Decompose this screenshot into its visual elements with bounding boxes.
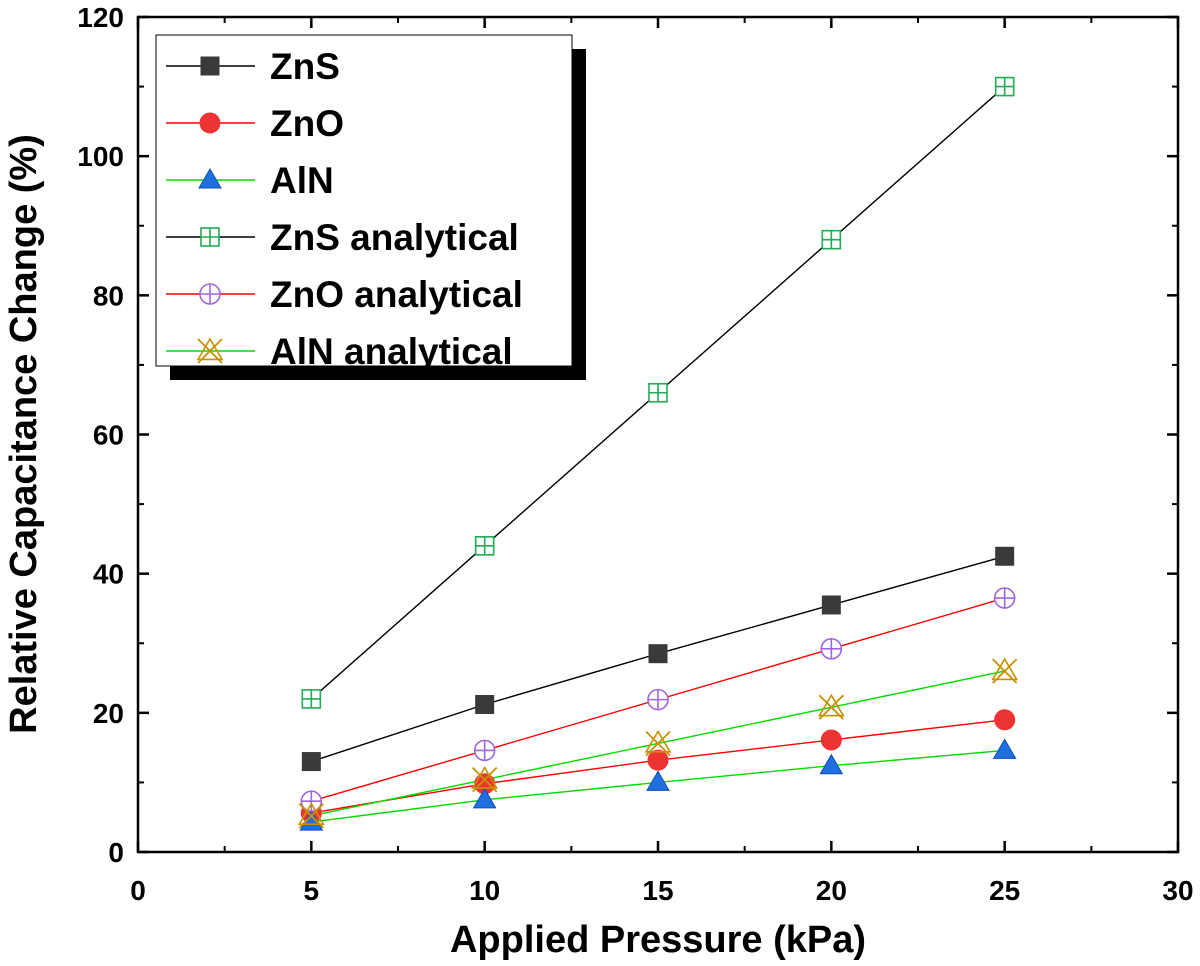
y-tick-label: 60 bbox=[93, 420, 124, 451]
data-point bbox=[648, 644, 668, 664]
legend: ZnS ZnO AlN ZnS analytical ZnO analytical AlN… bbox=[155, 34, 586, 380]
y-tick-label: 40 bbox=[93, 559, 124, 590]
data-point bbox=[301, 752, 321, 772]
legend-marker bbox=[199, 112, 221, 134]
data-point bbox=[820, 638, 843, 660]
data-point bbox=[297, 802, 325, 829]
y-axis-ticks: 0 20 40 60 80 100 120 bbox=[77, 2, 1178, 868]
data-point bbox=[991, 657, 1019, 684]
y-axis-label: Relative Capacitance Change (%) bbox=[3, 134, 45, 734]
data-point bbox=[992, 738, 1017, 759]
x-tick-label: 10 bbox=[469, 875, 500, 906]
legend-label: ZnO bbox=[270, 103, 344, 144]
data-point bbox=[647, 688, 669, 711]
data-point bbox=[821, 595, 841, 615]
data-point bbox=[471, 766, 499, 793]
data-point bbox=[475, 694, 495, 714]
data-point bbox=[646, 770, 670, 791]
data-point bbox=[301, 689, 322, 709]
data-point bbox=[819, 753, 844, 775]
data-point bbox=[647, 749, 669, 771]
series-layer bbox=[297, 76, 1019, 831]
legend-box bbox=[155, 34, 573, 367]
legend-marker bbox=[200, 56, 220, 76]
data-point bbox=[821, 229, 842, 250]
data-point bbox=[993, 587, 1016, 609]
data-point bbox=[994, 709, 1016, 731]
data-point bbox=[300, 790, 323, 813]
x-tick-label: 5 bbox=[304, 875, 320, 906]
legend-label: ZnS analytical bbox=[270, 217, 519, 258]
data-point bbox=[820, 729, 842, 751]
data-point bbox=[995, 546, 1015, 566]
x-tick-label: 25 bbox=[989, 875, 1020, 906]
x-tick-label: 0 bbox=[130, 875, 146, 906]
y-tick-label: 0 bbox=[108, 837, 124, 868]
y-tick-label: 120 bbox=[77, 2, 124, 33]
y-tick-label: 20 bbox=[93, 698, 124, 729]
x-tick-label: 20 bbox=[816, 875, 847, 906]
data-point bbox=[474, 536, 495, 556]
legend-label: ZnO analytical bbox=[270, 274, 523, 315]
y-tick-label: 80 bbox=[93, 280, 124, 311]
y-tick-label: 100 bbox=[77, 141, 124, 172]
data-point bbox=[472, 787, 497, 809]
legend-label: ZnS bbox=[270, 46, 340, 87]
x-axis-ticks: 0 5 10 15 20 25 30 bbox=[130, 17, 1194, 906]
x-axis-label: Applied Pressure (kPa) bbox=[450, 919, 866, 961]
legend-label: AlN bbox=[270, 160, 334, 201]
x-tick-label: 30 bbox=[1162, 875, 1193, 906]
data-point bbox=[994, 76, 1015, 97]
data-point bbox=[648, 382, 668, 403]
legend-label: AlN analytical bbox=[270, 331, 513, 372]
x-tick-label: 15 bbox=[642, 875, 673, 906]
data-point bbox=[817, 693, 845, 720]
legend-marker bbox=[196, 337, 224, 364]
legend-marker bbox=[200, 227, 220, 247]
data-point bbox=[473, 739, 496, 762]
data-point bbox=[644, 729, 672, 757]
legend-marker bbox=[199, 283, 221, 305]
legend-items: ZnS ZnO AlN ZnS analytical ZnO analytical AlN… bbox=[166, 46, 523, 372]
legend-marker bbox=[198, 168, 222, 189]
